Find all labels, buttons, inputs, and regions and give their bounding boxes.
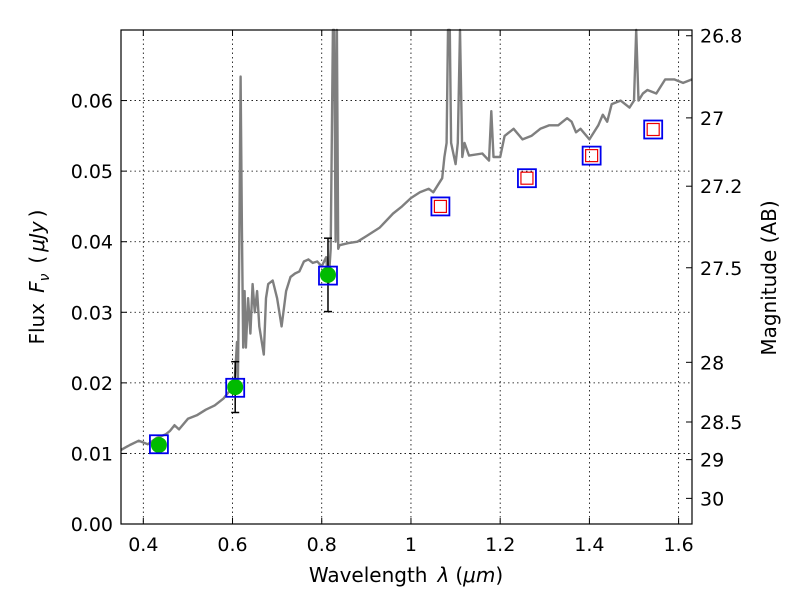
x-axis-label-unit: μm [462, 563, 495, 587]
y2-axis-label: Magnitude (AB) [757, 200, 781, 355]
y2-tick-label: 27 [700, 108, 724, 130]
photometry-points [150, 121, 662, 454]
y-tick-label: 0.02 [71, 373, 113, 395]
red-open-square [586, 150, 598, 162]
x-tick-label: 1.6 [664, 534, 694, 556]
x-tick-label: 1.2 [485, 534, 515, 556]
y-axis-label-subscript: ν [37, 273, 53, 281]
x-tick-label: 0.4 [128, 534, 158, 556]
y2-tick-label: 27.5 [700, 258, 742, 280]
y2-tick-label: 26.8 [700, 26, 742, 48]
x-axis-label-close: ) [495, 563, 503, 587]
x-axis-label-open: ( [455, 563, 463, 587]
y-tick-label: 0.05 [71, 161, 113, 183]
x-axis-label-symbol: λ [436, 563, 449, 587]
y-tick-label: 0.06 [71, 91, 113, 113]
x-tick-label: 0.6 [217, 534, 247, 556]
y2-tick-label: 28 [700, 352, 724, 374]
sed-chart: 0.4 0.6 0.8 1 1.2 1.4 1.6 0.00 0.01 0.02 0.03 0.04 0… [0, 0, 800, 600]
y-axis-label-close: ) [25, 209, 49, 217]
x-tick-label: 1.4 [574, 534, 604, 556]
y2-tick-label: 28.5 [700, 412, 742, 434]
y-tick-label: 0.01 [71, 443, 113, 465]
y-axis-label-unit: μJy [25, 220, 49, 253]
plot-frame [121, 30, 692, 524]
x-tick-label: 1 [405, 534, 417, 556]
y2-tick-label: 29 [700, 450, 724, 472]
spectrum-line [121, 30, 692, 450]
y-axis-label-symbol: F [25, 281, 49, 293]
x-axis-label: Wavelength λ (μm) [309, 563, 503, 587]
spectrum-layer [121, 30, 692, 450]
green-data-point [227, 379, 243, 395]
y-tick-label: 0.00 [71, 514, 113, 536]
grid-lines [121, 30, 692, 524]
y-axis-label-open: ( [25, 256, 49, 264]
y2-tick-label: 27.2 [700, 176, 742, 198]
red-open-square [521, 172, 533, 184]
x-axis-label-text: Wavelength [309, 563, 428, 587]
y2-tick-label: 30 [700, 488, 724, 510]
red-open-square [434, 200, 446, 212]
y-axis-label: Flux Fν ( μJy) [25, 209, 53, 344]
y-tick-label: 0.03 [71, 302, 113, 324]
y-tick-label: 0.04 [71, 232, 113, 254]
red-open-square [647, 124, 659, 136]
x-tick-label: 0.8 [307, 534, 337, 556]
green-data-point [151, 437, 167, 453]
axis-ticks: 0.4 0.6 0.8 1 1.2 1.4 1.6 0.00 0.01 0.02 0.03 0.04 0… [71, 26, 743, 556]
y-axis-label-text: Flux [25, 303, 49, 345]
green-data-point [320, 267, 336, 283]
